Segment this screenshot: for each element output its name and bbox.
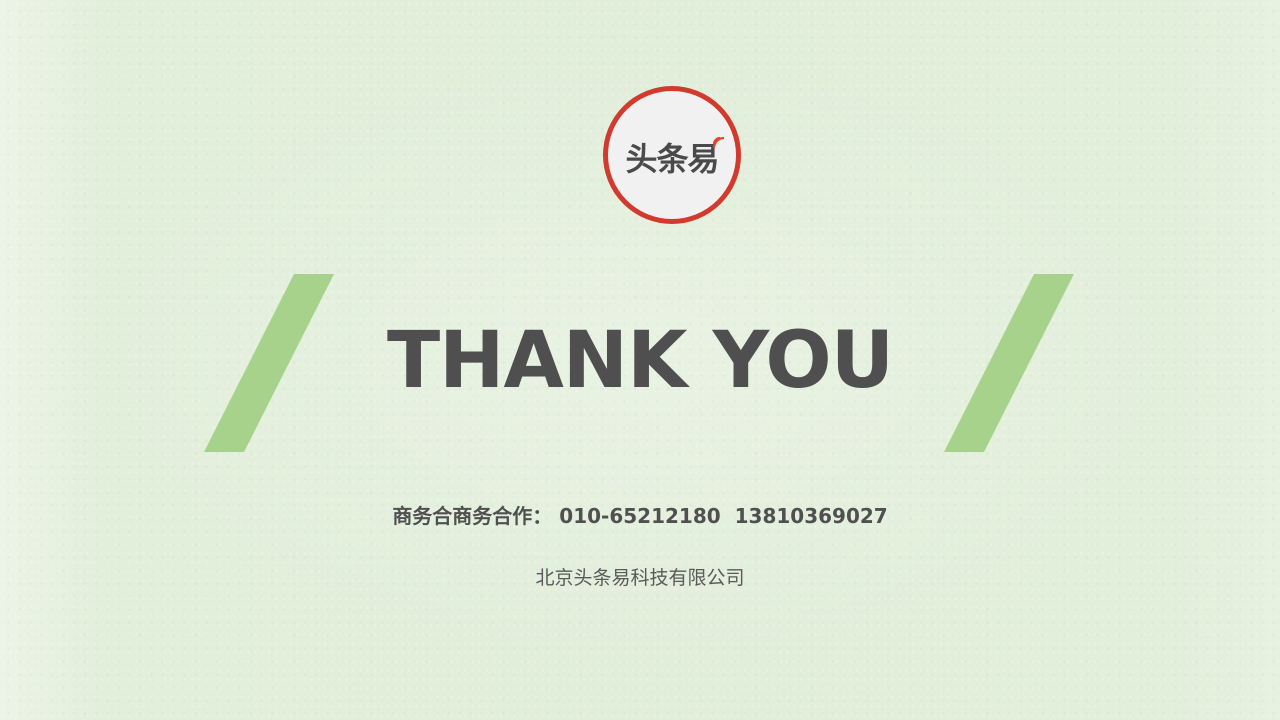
contact-line: 商务合商务合作： 010-65212180 13810369027 [0,502,1280,530]
left-slash-decoration [204,274,334,452]
right-slash-decoration [944,274,1074,452]
contact-phone-1: 010-65212180 [559,504,721,528]
company-logo: 头条易 [603,86,741,224]
thank-you-title: THANK YOU [386,316,894,406]
logo-text: 头条易 [625,140,719,178]
contact-label: 商务合商务合作： [392,504,553,528]
contact-phone-2: 13810369027 [734,504,888,528]
contact-spacer [721,504,735,528]
company-name: 北京头条易科技有限公司 [535,567,745,589]
signal-icon [713,137,725,149]
